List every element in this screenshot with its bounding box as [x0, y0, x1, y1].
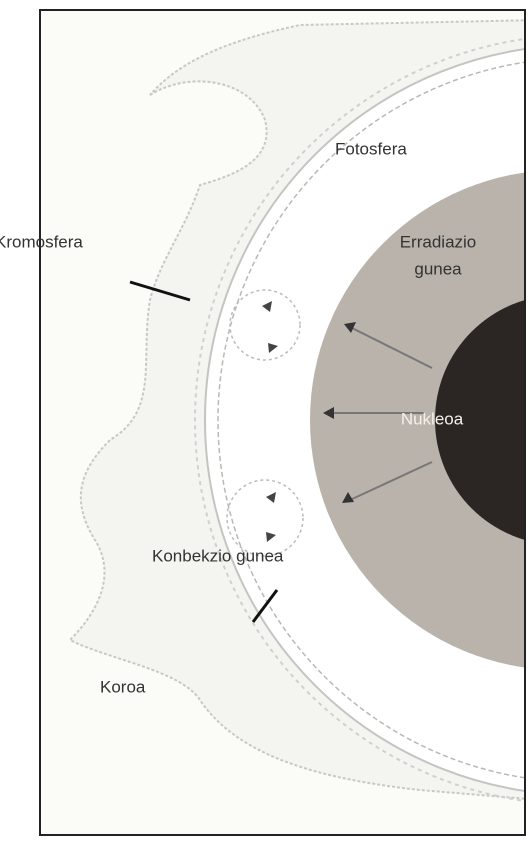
chromosphere-label: Kromosfera — [0, 232, 83, 251]
photosphere-label: Fotosfera — [335, 139, 407, 158]
convection-label: Konbekzio gunea — [152, 546, 284, 565]
sun-diagram: Fotosfera Kromosfera Erradiazio gunea Nu… — [0, 0, 531, 842]
corona-label: Koroa — [100, 677, 146, 696]
radiation-label: gunea — [414, 259, 462, 278]
page: Fotosfera Kromosfera Erradiazio gunea Nu… — [0, 0, 531, 842]
radiation-label: Erradiazio — [400, 232, 477, 251]
core-label: Nukleoa — [401, 409, 464, 428]
